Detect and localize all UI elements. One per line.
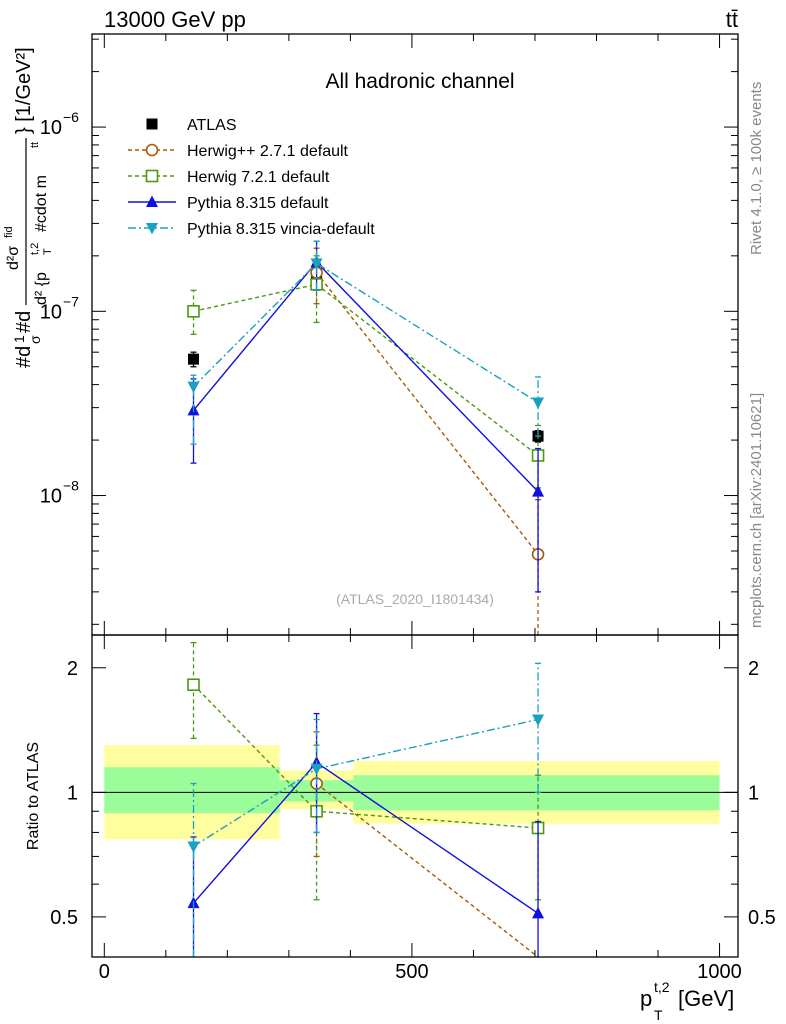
main-ytick-exponent: −8 — [63, 478, 79, 494]
chart-title: All hadronic channel — [325, 70, 514, 93]
process-label: tt̄ — [726, 7, 738, 32]
xlabel-sub: T — [654, 1007, 663, 1023]
main-ytick-label: 10 — [40, 486, 62, 508]
pythia-line-main — [192, 261, 539, 493]
legend-marker-data — [146, 118, 158, 130]
ratio-panel: 0.5 0.5 1 1 2 2 0 500 1000 — [50, 34, 776, 983]
analysis-label: (ATLAS_2020_I1801434) — [336, 591, 494, 607]
xlabel-sup: t,2 — [654, 979, 670, 995]
legend-label-herwigpp: Herwig++ 2.7.1 default — [187, 143, 349, 160]
vincia-point-main-2 — [532, 397, 545, 409]
ylabel-den-suffix: #cdot m — [33, 175, 50, 232]
ylabel-hash-d: #d — [13, 346, 35, 368]
ylabel-frac-one: 1 — [11, 335, 27, 343]
main-ytick-exponent: −7 — [63, 293, 79, 309]
ylabel-units: } [1/GeV²] — [13, 47, 35, 134]
ratio-ytick-label-right: 0.5 — [748, 907, 776, 929]
herwigpp-line-main — [316, 272, 539, 555]
ratio-ytick-label-left: 0.5 — [50, 907, 78, 929]
main-y-ticks: 10−810−710−6 — [40, 38, 738, 625]
legend-marker-vincia — [146, 223, 158, 235]
x-tick-label: 500 — [395, 961, 428, 983]
legend: ATLAS Herwig++ 2.7.1 default Herwig 7.2.1 … — [128, 117, 375, 238]
main-ytick-label: 10 — [40, 117, 62, 139]
ylabel-den-sup: t,2 — [29, 243, 41, 255]
ylabel-hash-d2: #d — [13, 311, 35, 333]
legend-marker-pythia — [146, 195, 158, 207]
x-axis-label: p T t,2 [GeV] — [640, 979, 734, 1023]
main-panel: 10−810−710−6 All hadronic channel (ATLAS… — [40, 33, 739, 636]
ylabel-num-sup: fid — [3, 226, 15, 238]
data-point-main-0 — [188, 353, 200, 365]
vincia-point-ratio-2 — [532, 714, 545, 726]
vincia-point-ratio-0 — [187, 841, 200, 853]
vincia-point-ratio-1 — [310, 763, 323, 776]
ratio-ytick-label-left: 2 — [67, 658, 78, 680]
collision-label: 13000 GeV pp — [104, 7, 246, 32]
ratio-plot-area — [92, 641, 738, 958]
ratio-y-axis-label: Ratio to ATLAS — [25, 742, 42, 850]
mcplots-label: mcplots.cern.ch [arXiv:2401.10621] — [748, 393, 765, 628]
herwig7-point-ratio-0 — [187, 678, 200, 692]
main-ytick-label: 10 — [40, 301, 62, 323]
ratio-band-inner-0 — [104, 767, 280, 814]
main-y-axis-label: #d 1 σ #d d²σ fid d² {p T t,2 #cdot m tt… — [3, 47, 54, 368]
ratio-ytick-label-right: 1 — [748, 782, 759, 804]
legend-label-data: ATLAS — [187, 117, 237, 134]
herwig7-point-main-0 — [187, 305, 200, 318]
vincia-point-main-1 — [310, 258, 323, 270]
ylabel-den: d² {p — [33, 272, 50, 305]
pythia-point-ratio-2 — [532, 906, 545, 919]
ylabel-frac-sigma: σ — [27, 335, 43, 344]
main-ytick-exponent: −6 — [63, 109, 79, 125]
ratio-ticks: 0.5 0.5 1 1 2 2 0 500 1000 — [50, 34, 776, 983]
vincia-point-main-0 — [187, 381, 200, 394]
vincia-line-main — [193, 262, 539, 404]
ratio-frame — [91, 634, 739, 958]
pythia-point-main-2 — [532, 485, 545, 497]
legend-marker-herwig7 — [145, 169, 159, 183]
ylabel-num: d²σ — [5, 246, 22, 270]
x-tick-label: 0 — [99, 961, 110, 983]
ylabel-den-sub: T — [42, 248, 54, 255]
xlabel-p: p — [640, 986, 652, 1011]
legend-label-vincia: Pythia 8.315 vincia-default — [187, 221, 375, 238]
main-plot-area — [187, 240, 545, 635]
legend-marker-herwigpp — [145, 143, 159, 157]
ratio-ytick-label-right: 2 — [748, 658, 759, 680]
legend-label-herwig7: Herwig 7.2.1 default — [187, 169, 330, 186]
ylabel-den-sup2: tt — [29, 142, 41, 148]
x-tick-label: 1000 — [697, 961, 742, 983]
rivet-label: Rivet 4.1.0, ≥ 100k events — [748, 82, 765, 255]
herwigpp-line-ratio — [316, 783, 539, 958]
xlabel-units: [GeV] — [678, 986, 734, 1011]
legend-label-pythia: Pythia 8.315 default — [187, 195, 329, 212]
ratio-ytick-label-left: 1 — [67, 782, 78, 804]
